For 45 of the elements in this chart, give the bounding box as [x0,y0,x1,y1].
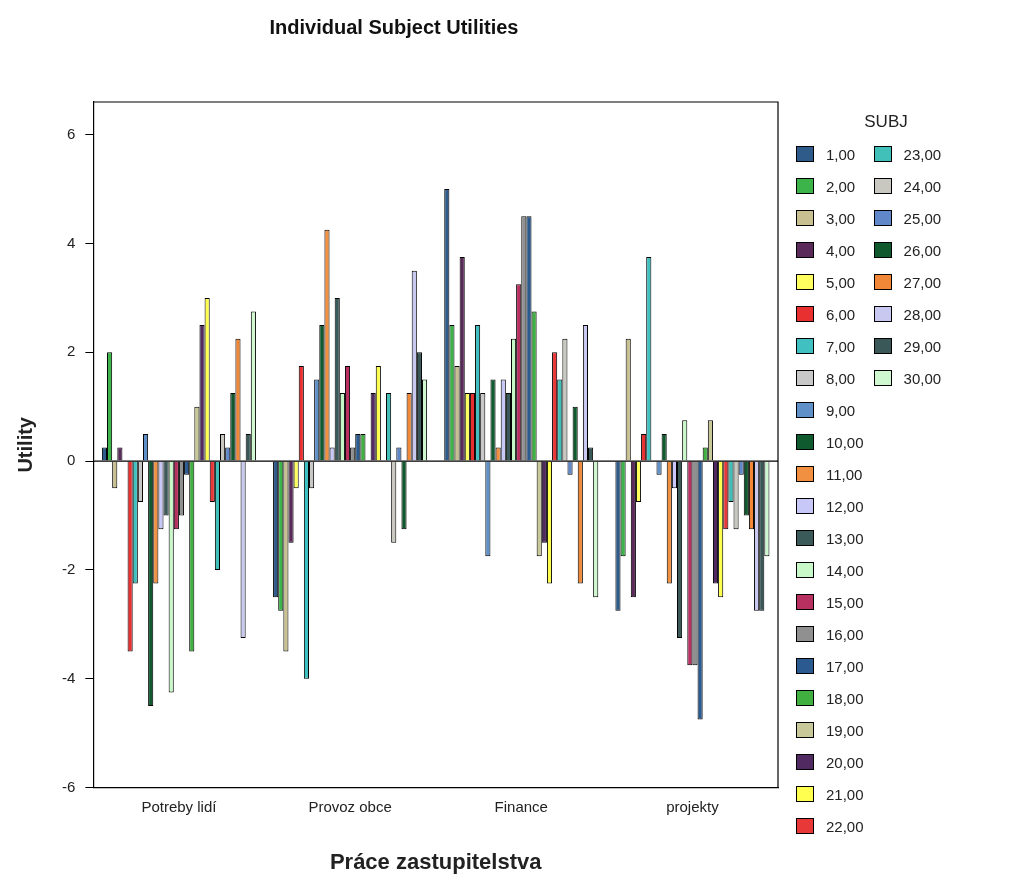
y-tick-label: -2 [61,560,76,578]
y-tick-label: -6 [61,777,76,795]
legend-label: 27,00 [903,273,942,291]
y-axis-title: Utility [13,416,36,473]
legend-label: 1,00 [826,145,856,163]
legend-label: 21,00 [826,785,864,803]
x-tick-label: Finance [494,797,548,815]
legend-label: 15,00 [826,593,864,611]
legend-label: 16,00 [826,625,864,643]
legend-label: 7,00 [826,337,856,355]
legend-label: 19,00 [826,721,864,739]
legend-label: 2,00 [826,177,856,195]
legend-label: 3,00 [826,209,856,227]
x-tick-label: Provoz obce [308,797,392,815]
legend-label: 28,00 [903,305,942,323]
y-tick-label: 0 [66,451,76,469]
legend-label: 11,00 [826,465,863,483]
y-tick-label: 4 [66,233,76,251]
y-tick-label: -4 [61,668,76,686]
x-tick-label: projekty [666,797,720,815]
chart-title: Individual Subject Utilities [269,15,519,38]
legend-label: 25,00 [903,209,942,227]
legend-label: 4,00 [826,241,856,259]
x-axis-title: Práce zastupitelstva [329,848,543,874]
legend-label: 29,00 [903,337,942,355]
legend-label: 23,00 [903,145,942,163]
legend-label: 6,00 [826,305,856,323]
y-tick-label: 6 [66,124,76,142]
x-tick-label: Potreby lidí [141,797,218,815]
legend-label: 17,00 [826,657,864,675]
legend-label: 26,00 [903,241,942,259]
legend-label: 13,00 [826,529,864,547]
legend-label: 14,00 [826,561,864,579]
legend-label: 24,00 [903,177,942,195]
y-tick-label: 2 [66,342,76,360]
legend-label: 20,00 [826,753,864,771]
legend-label: 8,00 [826,369,856,387]
legend-title: SUBJ [863,112,909,132]
legend-label: 10,00 [826,433,864,451]
legend-label: 18,00 [826,689,864,707]
legend-label: 9,00 [826,401,856,419]
legend-label: 5,00 [826,273,856,291]
legend-label: 22,00 [826,817,864,835]
legend-label: 12,00 [826,497,864,515]
legend-label: 30,00 [903,369,942,387]
